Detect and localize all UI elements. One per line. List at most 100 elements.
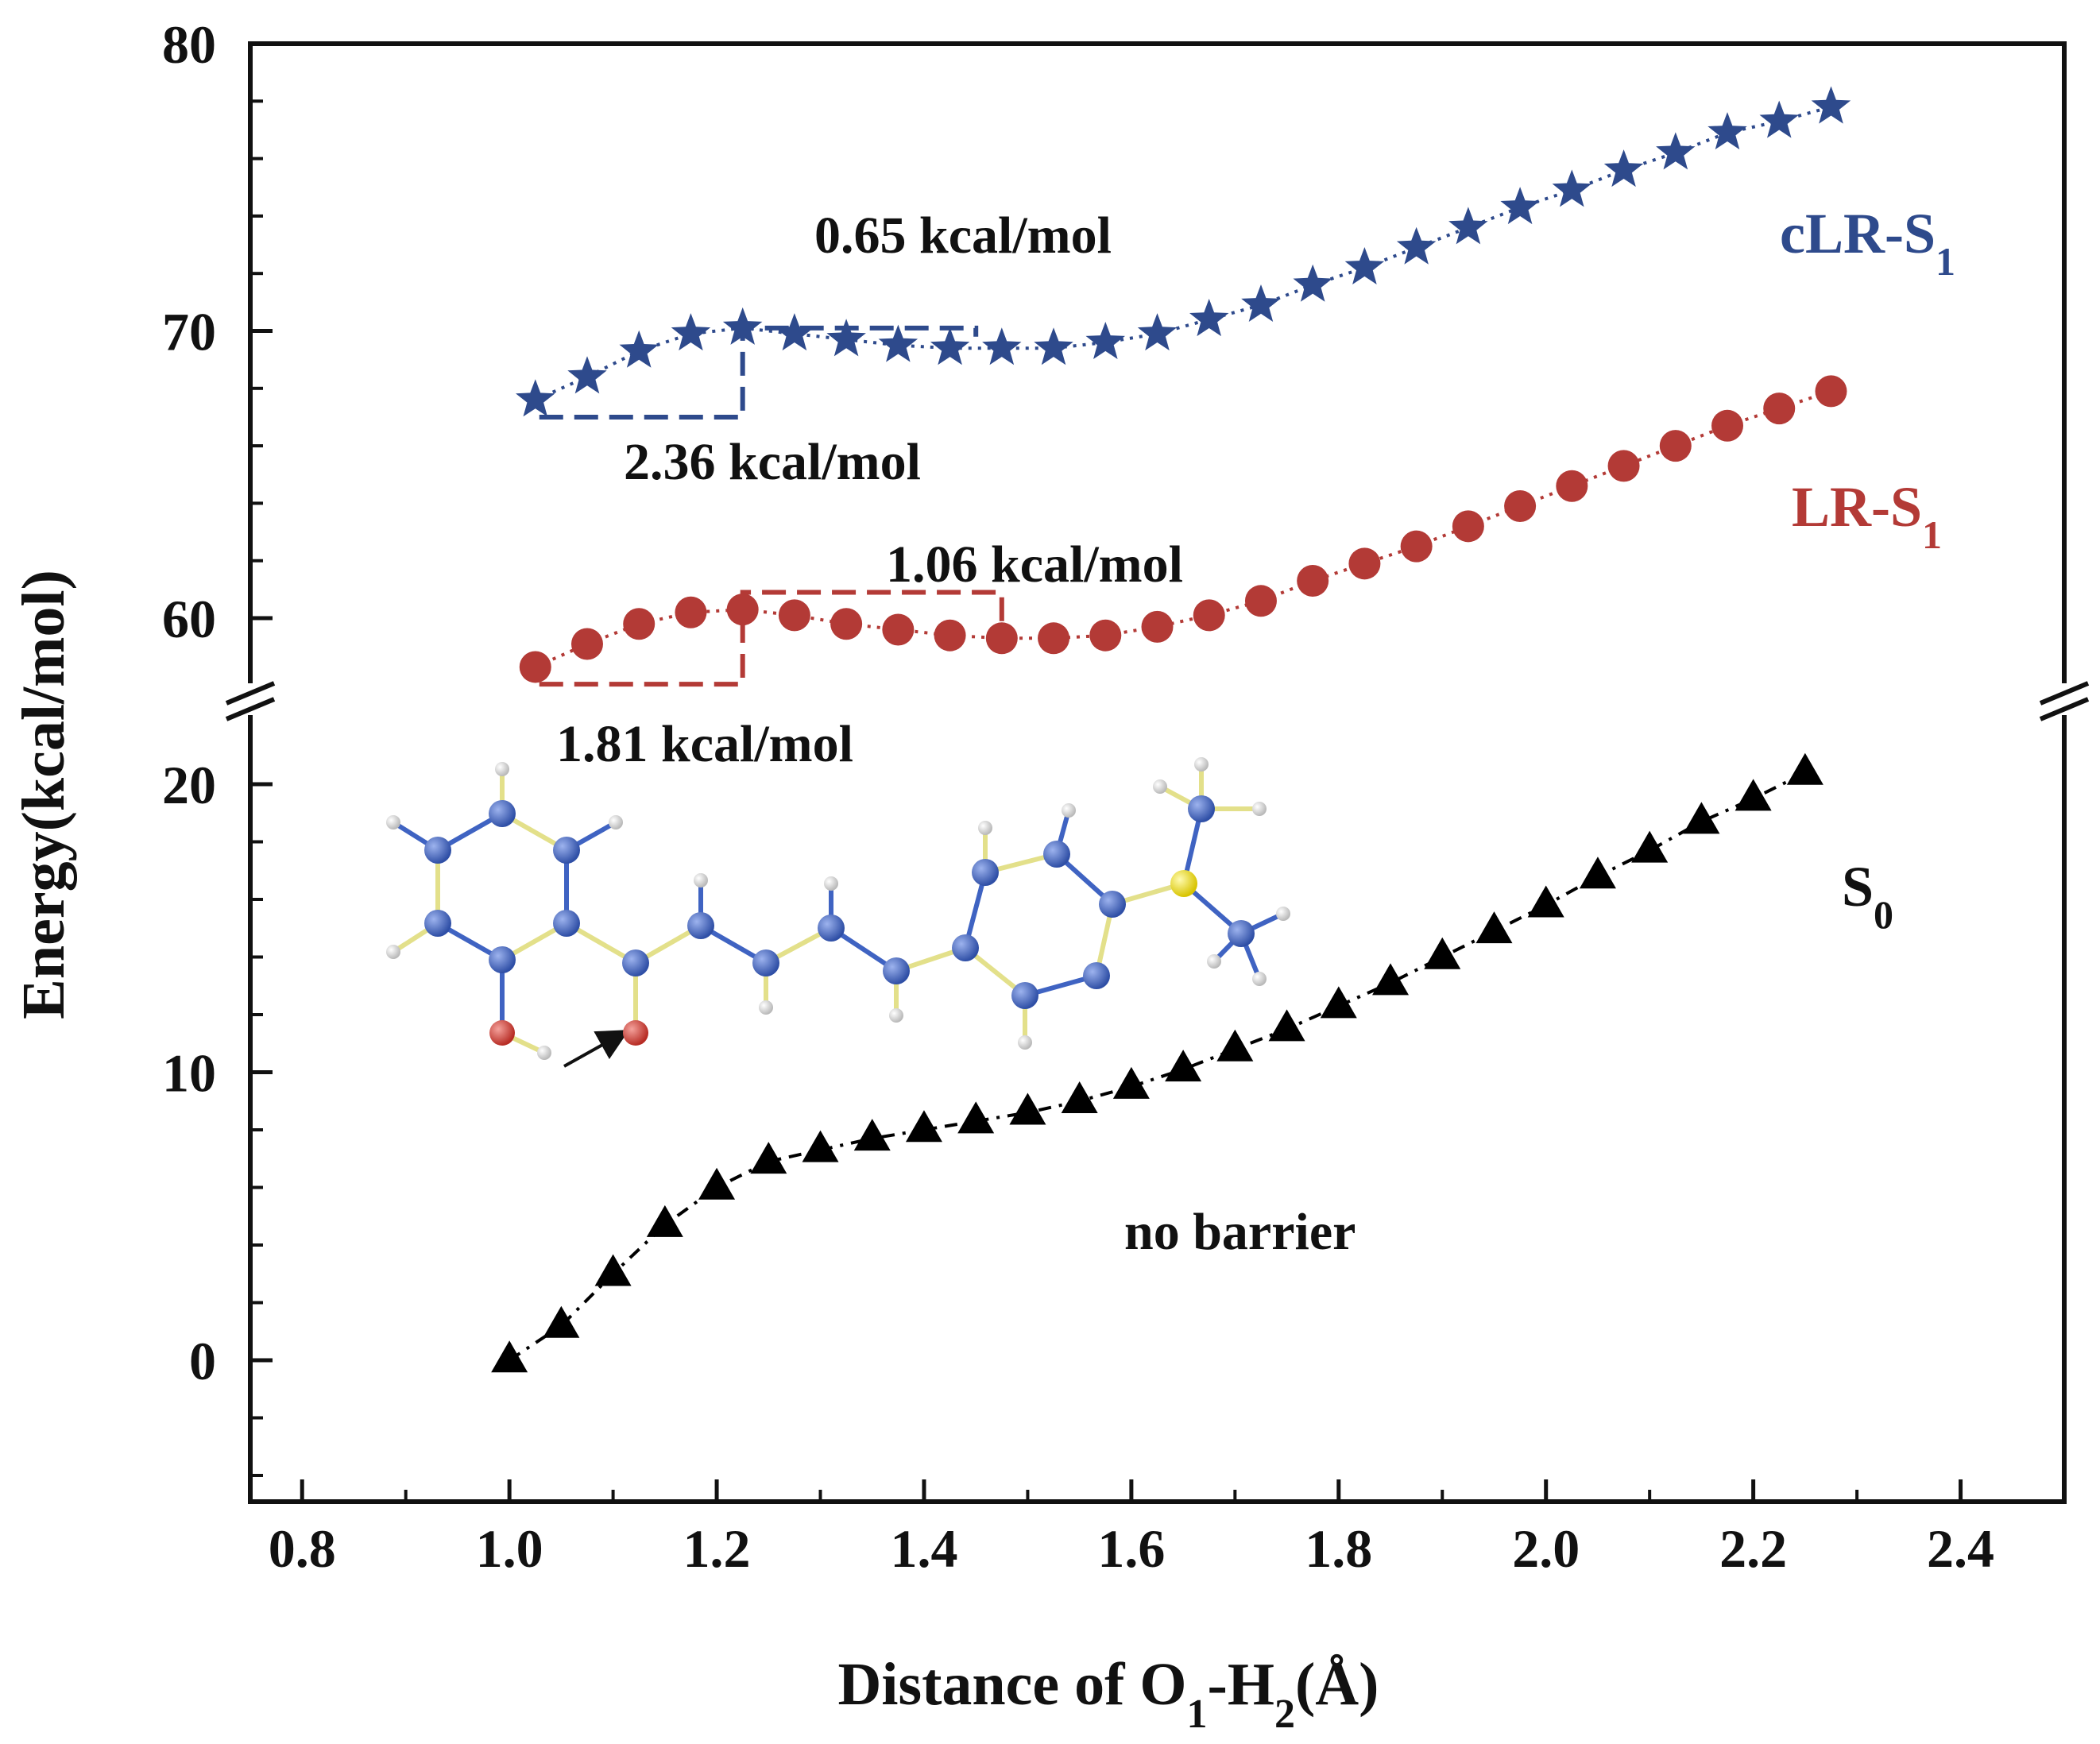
data-point-cLR-S1 <box>1656 132 1696 170</box>
atom-H <box>386 945 400 959</box>
molecule-atoms <box>386 757 1290 1060</box>
data-point-LR-S1 <box>519 651 551 683</box>
data-point-LR-S1 <box>1348 547 1381 580</box>
data-point-LR-S1 <box>1400 530 1433 563</box>
x-tick-label: 0.8 <box>269 1518 336 1579</box>
atom-H <box>978 821 992 835</box>
data-point-cLR-S1 <box>722 307 763 345</box>
annotation-cLR-upper-barrier: 0.65 kcal/mol <box>814 207 1112 265</box>
axis-break-left <box>225 681 276 721</box>
atom-C <box>553 837 580 864</box>
atom-C <box>424 837 451 864</box>
y-tick-label: 60 <box>162 589 216 649</box>
data-point-cLR-S1 <box>1707 112 1747 150</box>
atom-H <box>1153 779 1167 794</box>
atom-H <box>694 873 708 887</box>
y-axis-title: Energy(kcal/mol) <box>10 570 77 1019</box>
data-point-cLR-S1 <box>982 327 1022 365</box>
data-point-cLR-S1 <box>1603 149 1644 188</box>
x-tick-label: 1.0 <box>476 1518 543 1579</box>
atom-C <box>687 912 714 939</box>
data-point-cLR-S1 <box>1500 187 1540 225</box>
data-point-S0 <box>1424 937 1461 969</box>
series-markers <box>491 86 1851 1373</box>
x-axis-title: Distance of O1-H2(Å) <box>838 1651 1379 1737</box>
data-point-LR-S1 <box>1763 392 1796 425</box>
atom-C <box>424 910 451 937</box>
data-point-LR-S1 <box>1452 510 1484 543</box>
data-point-cLR-S1 <box>1396 226 1437 265</box>
atom-C <box>752 949 779 976</box>
data-point-S0 <box>1735 779 1772 811</box>
data-point-cLR-S1 <box>775 313 814 351</box>
x-tick-label: 1.4 <box>890 1518 957 1579</box>
data-point-LR-S1 <box>570 628 603 660</box>
data-point-LR-S1 <box>1297 565 1329 597</box>
axis-break-right <box>2039 681 2090 721</box>
data-point-S0 <box>594 1254 632 1286</box>
atom-H <box>1062 803 1076 818</box>
x-tick-label: 1.2 <box>683 1518 751 1579</box>
data-point-LR-S1 <box>1244 585 1277 617</box>
data-point-S0 <box>853 1119 891 1151</box>
data-point-cLR-S1 <box>1293 264 1332 302</box>
data-point-cLR-S1 <box>1811 86 1851 124</box>
atom-O <box>489 1020 515 1046</box>
data-point-LR-S1 <box>1089 619 1122 652</box>
series-line-cLR-S1 <box>534 105 1832 402</box>
series-label-LR-S1: LR-S1 <box>1792 475 1942 557</box>
data-point-cLR-S1 <box>1085 322 1125 359</box>
data-point-LR-S1 <box>1141 610 1174 643</box>
plot-frame <box>248 41 2067 1504</box>
data-point-S0 <box>905 1110 942 1143</box>
annotation-LR-upper-barrier: 1.06 kcal/mol <box>886 536 1183 594</box>
data-point-LR-S1 <box>1815 375 1847 408</box>
atom-H <box>889 1008 903 1023</box>
data-point-S0 <box>750 1142 787 1174</box>
atom-C <box>1188 795 1215 822</box>
data-point-LR-S1 <box>934 619 966 652</box>
atom-H <box>1252 802 1267 816</box>
data-point-cLR-S1 <box>516 379 555 417</box>
data-point-S0 <box>1268 1009 1305 1042</box>
atom-H <box>1252 972 1267 986</box>
data-point-cLR-S1 <box>878 324 919 362</box>
data-point-S0 <box>698 1167 736 1200</box>
data-point-LR-S1 <box>623 608 656 640</box>
series-line-S0 <box>509 771 1806 1362</box>
atom-H <box>824 876 838 891</box>
atom-C <box>1099 891 1126 918</box>
data-point-LR-S1 <box>1193 599 1225 632</box>
data-point-cLR-S1 <box>1137 313 1178 351</box>
atom-S <box>1170 870 1197 897</box>
series-label-S0: S0 <box>1842 855 1893 937</box>
molecule-bonds <box>392 764 1285 1055</box>
data-point-LR-S1 <box>1607 450 1640 482</box>
annotation-LR-lower-barrier: 1.81 kcal/mol <box>556 715 853 773</box>
y-tick-label: 0 <box>189 1331 216 1391</box>
data-point-S0 <box>1683 802 1720 834</box>
proton-transfer-arrow <box>563 1030 629 1068</box>
y-tick-label: 10 <box>162 1043 216 1104</box>
atom-C <box>489 800 516 827</box>
data-point-LR-S1 <box>1504 490 1537 523</box>
x-tick-label: 2.4 <box>1927 1518 1994 1579</box>
barrier-bracket-LR-S1 <box>539 590 1004 687</box>
atom-H <box>609 815 623 829</box>
atom-C <box>1083 962 1110 989</box>
atom-C <box>553 910 580 937</box>
data-point-cLR-S1 <box>567 356 607 394</box>
data-point-S0 <box>1527 885 1564 918</box>
data-point-S0 <box>1061 1081 1098 1113</box>
atom-C <box>1043 841 1070 868</box>
axis-ticks: 0.8 1.0 1.2 1.4 1.6 1.8 2.0 2.2 2.4 60 70 80 0 10 20 <box>162 14 1994 1579</box>
atom-H <box>759 1000 773 1015</box>
data-point-LR-S1 <box>675 596 707 628</box>
atom-H <box>495 762 509 776</box>
data-point-S0 <box>1216 1029 1254 1061</box>
data-point-cLR-S1 <box>1759 100 1799 138</box>
atom-C <box>1228 920 1255 947</box>
data-point-cLR-S1 <box>1448 207 1488 245</box>
atom-O <box>623 1020 648 1046</box>
atom-H <box>386 815 400 829</box>
